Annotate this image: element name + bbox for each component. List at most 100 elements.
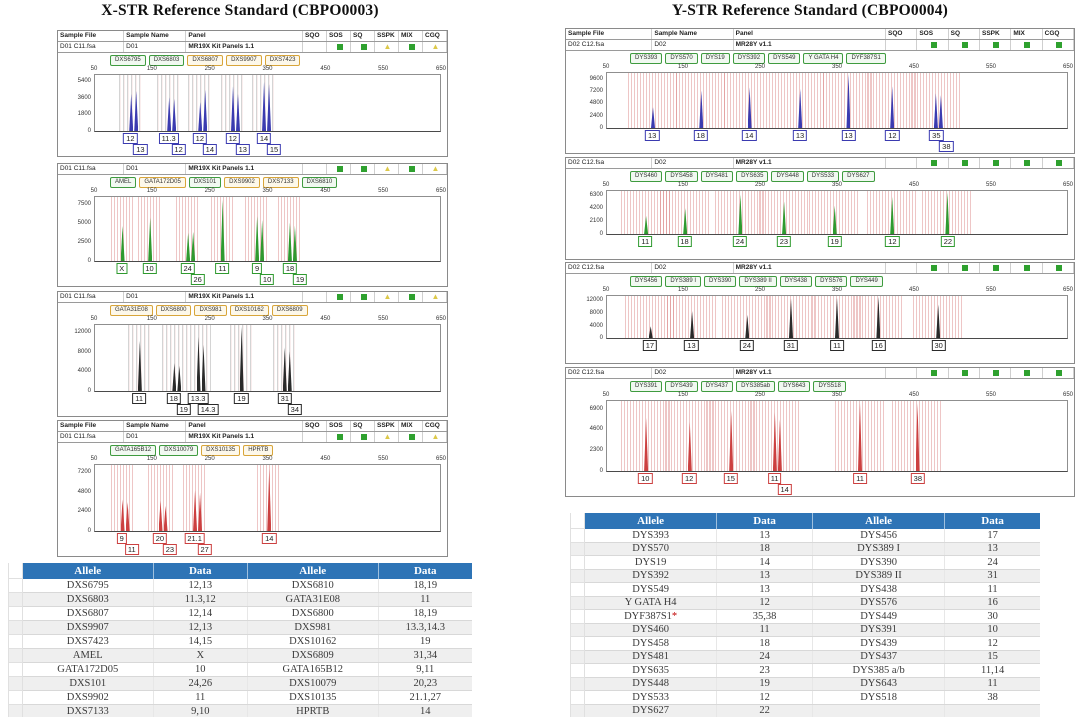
sample-name: D02 bbox=[652, 263, 734, 273]
allele-label: 22 bbox=[940, 236, 956, 247]
marker-label: DYS627 bbox=[842, 171, 875, 182]
y-axis-label: 4800 bbox=[77, 488, 91, 495]
y-axis-label: 4200 bbox=[589, 205, 603, 212]
quality-flag-cell bbox=[1043, 263, 1074, 273]
table-cell: 20,23 bbox=[378, 676, 472, 691]
quality-flag-cell bbox=[949, 368, 980, 378]
table-cell: 13 bbox=[716, 582, 813, 597]
sample-row: D02 C12.fsa D02 MR28Y v1.1 bbox=[566, 40, 1074, 51]
allele-label: 13 bbox=[235, 144, 250, 155]
peak bbox=[798, 88, 803, 128]
x-axis-tick: 350 bbox=[831, 287, 843, 293]
sample-name: D02 bbox=[652, 158, 734, 168]
peak bbox=[747, 87, 752, 128]
table-row: DYS393 13 DYS456 17 bbox=[570, 528, 1040, 543]
allele-label: 19 bbox=[176, 404, 191, 415]
allele-label: 11.3 bbox=[158, 133, 179, 144]
table-row: DYS460 11 DYS391 10 bbox=[570, 623, 1040, 637]
allele-label: 21.1 bbox=[184, 533, 205, 544]
quality-flag-cell bbox=[1011, 158, 1043, 168]
x-axis-tick: 550 bbox=[985, 64, 997, 70]
y-axis-label: 7200 bbox=[77, 469, 91, 476]
table-cell: DXS7423 bbox=[22, 634, 154, 649]
table-cell: DXS981 bbox=[247, 620, 379, 635]
y-axis-label: 6300 bbox=[589, 192, 603, 199]
marker-label: DYS390 bbox=[704, 276, 737, 287]
row-stub bbox=[570, 704, 585, 717]
ystr-title: Y-STR Reference Standard (CBPO0004) bbox=[671, 2, 949, 19]
quality-flag-cell bbox=[1011, 263, 1043, 273]
sample-name: D01 bbox=[124, 42, 187, 52]
x-axis-tick: 550 bbox=[378, 456, 389, 462]
y-axis-label: 2500 bbox=[77, 238, 91, 245]
quality-pass-square-icon bbox=[336, 294, 343, 300]
x-axis-tick: 250 bbox=[204, 456, 215, 462]
table-cell: 23 bbox=[716, 663, 813, 678]
peak bbox=[846, 74, 851, 128]
column-header: Sample File bbox=[58, 31, 125, 41]
peak bbox=[890, 86, 895, 128]
x-axis-tick: 350 bbox=[262, 66, 273, 72]
electropherogram-panel: D02 C12.fsa D02 MR28Y v1.1 DYS456 DYS389 I DY… bbox=[565, 262, 1075, 364]
column-header: SQ bbox=[949, 29, 980, 39]
table-cell: DXS6795 bbox=[22, 578, 154, 593]
allele-label: 18 bbox=[282, 263, 298, 274]
x-axis-tick: 450 bbox=[320, 316, 331, 322]
plot-region: 50 150 250 350 450 550 650 7200 4800 2400 0 9 11 20 23… bbox=[58, 456, 447, 556]
x-axis-tick: 450 bbox=[320, 66, 331, 72]
y-axis-label: 0 bbox=[599, 467, 603, 474]
marker-label: DYS460 bbox=[630, 171, 663, 182]
column-header: Sample Name bbox=[652, 29, 734, 39]
marker-label: GATA165B12 bbox=[110, 445, 157, 456]
peak bbox=[220, 199, 225, 261]
table-cell: DYS635 bbox=[584, 663, 718, 678]
marker-row: DYS391 DYS439 DYS437 DYS385ab DYS643 DYS518 bbox=[566, 379, 1074, 392]
marker-label: GATA31E08 bbox=[110, 305, 153, 316]
x-axis-tick: 650 bbox=[1062, 287, 1074, 293]
column-header: SQ bbox=[351, 31, 376, 41]
allele-label: 18 bbox=[677, 236, 692, 247]
marker-label: DYS518 bbox=[813, 381, 846, 392]
allele-label: 12 bbox=[885, 236, 900, 247]
table-cell: DXS10079 bbox=[247, 676, 379, 691]
peak bbox=[260, 220, 265, 261]
allele-label: 13 bbox=[645, 130, 660, 141]
quality-flag-cell bbox=[327, 164, 352, 174]
marker-label: DYS391 bbox=[630, 381, 663, 392]
quality-pass-square-icon bbox=[930, 42, 937, 48]
allele-labels: 17 13 24 31 11 16 30 bbox=[606, 339, 1068, 363]
column-header: SQO bbox=[886, 29, 918, 39]
row-stub bbox=[570, 663, 585, 678]
column-header: SSPK bbox=[375, 421, 400, 431]
y-axis: 6300 4200 2100 0 bbox=[566, 190, 606, 237]
allele-label: 19 bbox=[292, 274, 308, 285]
marker-label: DYS19 bbox=[700, 53, 730, 64]
quality-warning-triangle-icon: ▲ bbox=[383, 164, 392, 173]
row-stub bbox=[8, 578, 23, 593]
table-cell: 16 bbox=[944, 596, 1040, 610]
allele-label: 11 bbox=[215, 263, 230, 274]
x-axis: 50 150 250 350 450 550 650 bbox=[91, 456, 446, 464]
sample-row: D02 C12.fsa D02 MR28Y v1.1 bbox=[566, 368, 1074, 379]
row-stub bbox=[570, 528, 585, 543]
allele-labels: 9 11 20 23 21.1 27 14 bbox=[94, 532, 441, 556]
peak bbox=[137, 340, 142, 391]
quality-flag-cell: ▲ bbox=[423, 164, 447, 174]
table-cell: DXS7133 bbox=[22, 704, 154, 717]
quality-flag-cell bbox=[327, 42, 352, 52]
marker-row: AMEL GATA172D05 DXS101 DXS9902 DXS7133 DXS681… bbox=[58, 175, 447, 188]
y-axis-label: 2400 bbox=[589, 112, 603, 119]
sample-name: D02 bbox=[652, 40, 734, 50]
table-cell: DYS518 bbox=[812, 690, 946, 705]
table-cell: 11 bbox=[716, 623, 813, 637]
peak bbox=[782, 201, 787, 234]
table-row: DYF387S1* 35,38 DYS449 30 bbox=[570, 609, 1040, 624]
table-cell: DYS456 bbox=[812, 528, 946, 543]
quality-flag-cell: ▲ bbox=[375, 432, 400, 442]
table-row: DYS481 24 DYS437 15 bbox=[570, 650, 1040, 664]
row-stub bbox=[570, 513, 585, 529]
quality-pass-square-icon bbox=[961, 265, 968, 271]
quality-pass-square-icon bbox=[961, 42, 968, 48]
peak bbox=[158, 500, 163, 531]
table-cell: 13 bbox=[716, 528, 813, 543]
